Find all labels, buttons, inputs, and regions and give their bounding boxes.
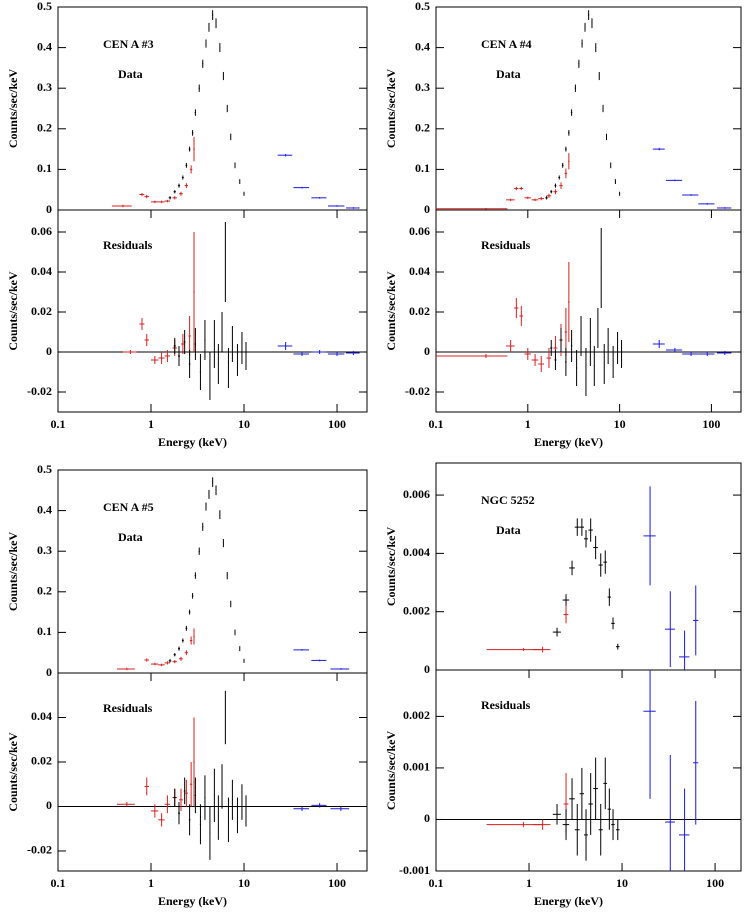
x-tick-label: 1 (148, 876, 154, 890)
y-tick-label: 0.04 (31, 264, 52, 278)
x-axis-label: Energy (keV) (158, 435, 227, 449)
y-tick-label: 0.1 (37, 624, 52, 638)
x-tick-label: 100 (702, 417, 720, 431)
annotation: Residuals (481, 698, 531, 712)
y-tick-label: 0 (46, 798, 52, 812)
y-axis-label: Counts/sec/keV (384, 527, 398, 607)
y-tick-label: 0.4 (415, 39, 430, 53)
y-tick-label: 0.02 (31, 754, 52, 768)
y-axis-label: Counts/sec/keV (6, 732, 20, 812)
y-tick-label: -0.02 (27, 384, 52, 398)
x-axis-label: Energy (keV) (534, 435, 603, 449)
y-axis-label: Counts/sec/keV (384, 731, 398, 811)
x-tick-label: 0.1 (51, 417, 66, 431)
y-tick-label: 0.1 (415, 161, 430, 175)
x-tick-label: 1 (148, 417, 154, 431)
x-tick-label: 10 (238, 876, 250, 890)
x-tick-label: 1 (525, 417, 531, 431)
annotation: Data (496, 523, 521, 537)
y-tick-label: 0.02 (409, 304, 430, 318)
x-tick-label: 0.1 (429, 876, 444, 890)
annotation: CEN A #3 (103, 37, 154, 51)
plot-frame (57, 209, 368, 413)
y-axis-label: Counts/sec/keV (384, 69, 398, 149)
x-tick-label: 100 (706, 876, 724, 890)
y-tick-label: 0 (46, 665, 52, 679)
x-tick-label: 10 (614, 417, 626, 431)
y-tick-label: 0.5 (37, 0, 52, 13)
y-axis-label: Counts/sec/keV (384, 271, 398, 351)
y-tick-label: 0.04 (409, 264, 430, 278)
y-tick-label: 0.006 (403, 487, 430, 501)
annotation: Data (496, 67, 521, 81)
x-axis-label: Energy (keV) (534, 894, 603, 908)
x-tick-label: 100 (328, 876, 346, 890)
y-tick-label: -0.001 (399, 863, 430, 877)
plot-frame (435, 669, 742, 872)
x-axis-label: Energy (keV) (158, 894, 227, 908)
annotation: NGC 5252 (481, 493, 535, 507)
y-tick-label: 0 (424, 344, 430, 358)
y-tick-label: 0 (46, 344, 52, 358)
y-tick-label: 0.002 (403, 603, 430, 617)
x-tick-label: 1 (526, 876, 532, 890)
plot-frame (57, 672, 368, 872)
y-tick-label: 0.3 (415, 80, 430, 94)
y-tick-label: 0.3 (37, 543, 52, 557)
annotation: CEN A #4 (481, 37, 532, 51)
y-tick-label: -0.02 (405, 384, 430, 398)
y-tick-label: 0.004 (403, 545, 430, 559)
annotation: Residuals (481, 238, 531, 252)
y-tick-label: 0.02 (31, 304, 52, 318)
y-tick-label: 0.3 (37, 80, 52, 94)
y-tick-label: -0.02 (27, 843, 52, 857)
x-tick-label: 100 (328, 417, 346, 431)
y-tick-label: 0 (424, 662, 430, 676)
annotation: Data (118, 530, 143, 544)
y-tick-label: 0.04 (31, 709, 52, 723)
x-tick-label: 10 (616, 876, 628, 890)
x-tick-label: 10 (238, 417, 250, 431)
y-tick-label: 0.06 (409, 224, 430, 238)
y-tick-label: 0.4 (37, 39, 52, 53)
y-tick-label: 0.002 (403, 708, 430, 722)
y-tick-label: 0.1 (37, 161, 52, 175)
y-axis-label: Counts/sec/keV (6, 532, 20, 612)
y-tick-label: 0.5 (415, 0, 430, 13)
y-tick-label: 0 (46, 202, 52, 216)
y-tick-label: 0.001 (403, 760, 430, 774)
annotation: Residuals (103, 701, 153, 715)
annotation: CEN A #5 (103, 500, 154, 514)
y-tick-label: 0 (424, 202, 430, 216)
x-tick-label: 0.1 (51, 876, 66, 890)
y-tick-label: 0.2 (37, 584, 52, 598)
y-axis-label: Counts/sec/keV (6, 69, 20, 149)
y-tick-label: 0.2 (37, 121, 52, 135)
annotation: Residuals (103, 238, 153, 252)
y-tick-label: 0 (424, 811, 430, 825)
y-tick-label: 0.5 (37, 462, 52, 476)
y-tick-label: 0.2 (415, 121, 430, 135)
y-axis-label: Counts/sec/keV (6, 271, 20, 351)
y-tick-label: 0.06 (31, 224, 52, 238)
plot-frame (435, 209, 742, 413)
x-tick-label: 0.1 (429, 417, 444, 431)
y-tick-label: 0.4 (37, 502, 52, 516)
annotation: Data (118, 67, 143, 81)
